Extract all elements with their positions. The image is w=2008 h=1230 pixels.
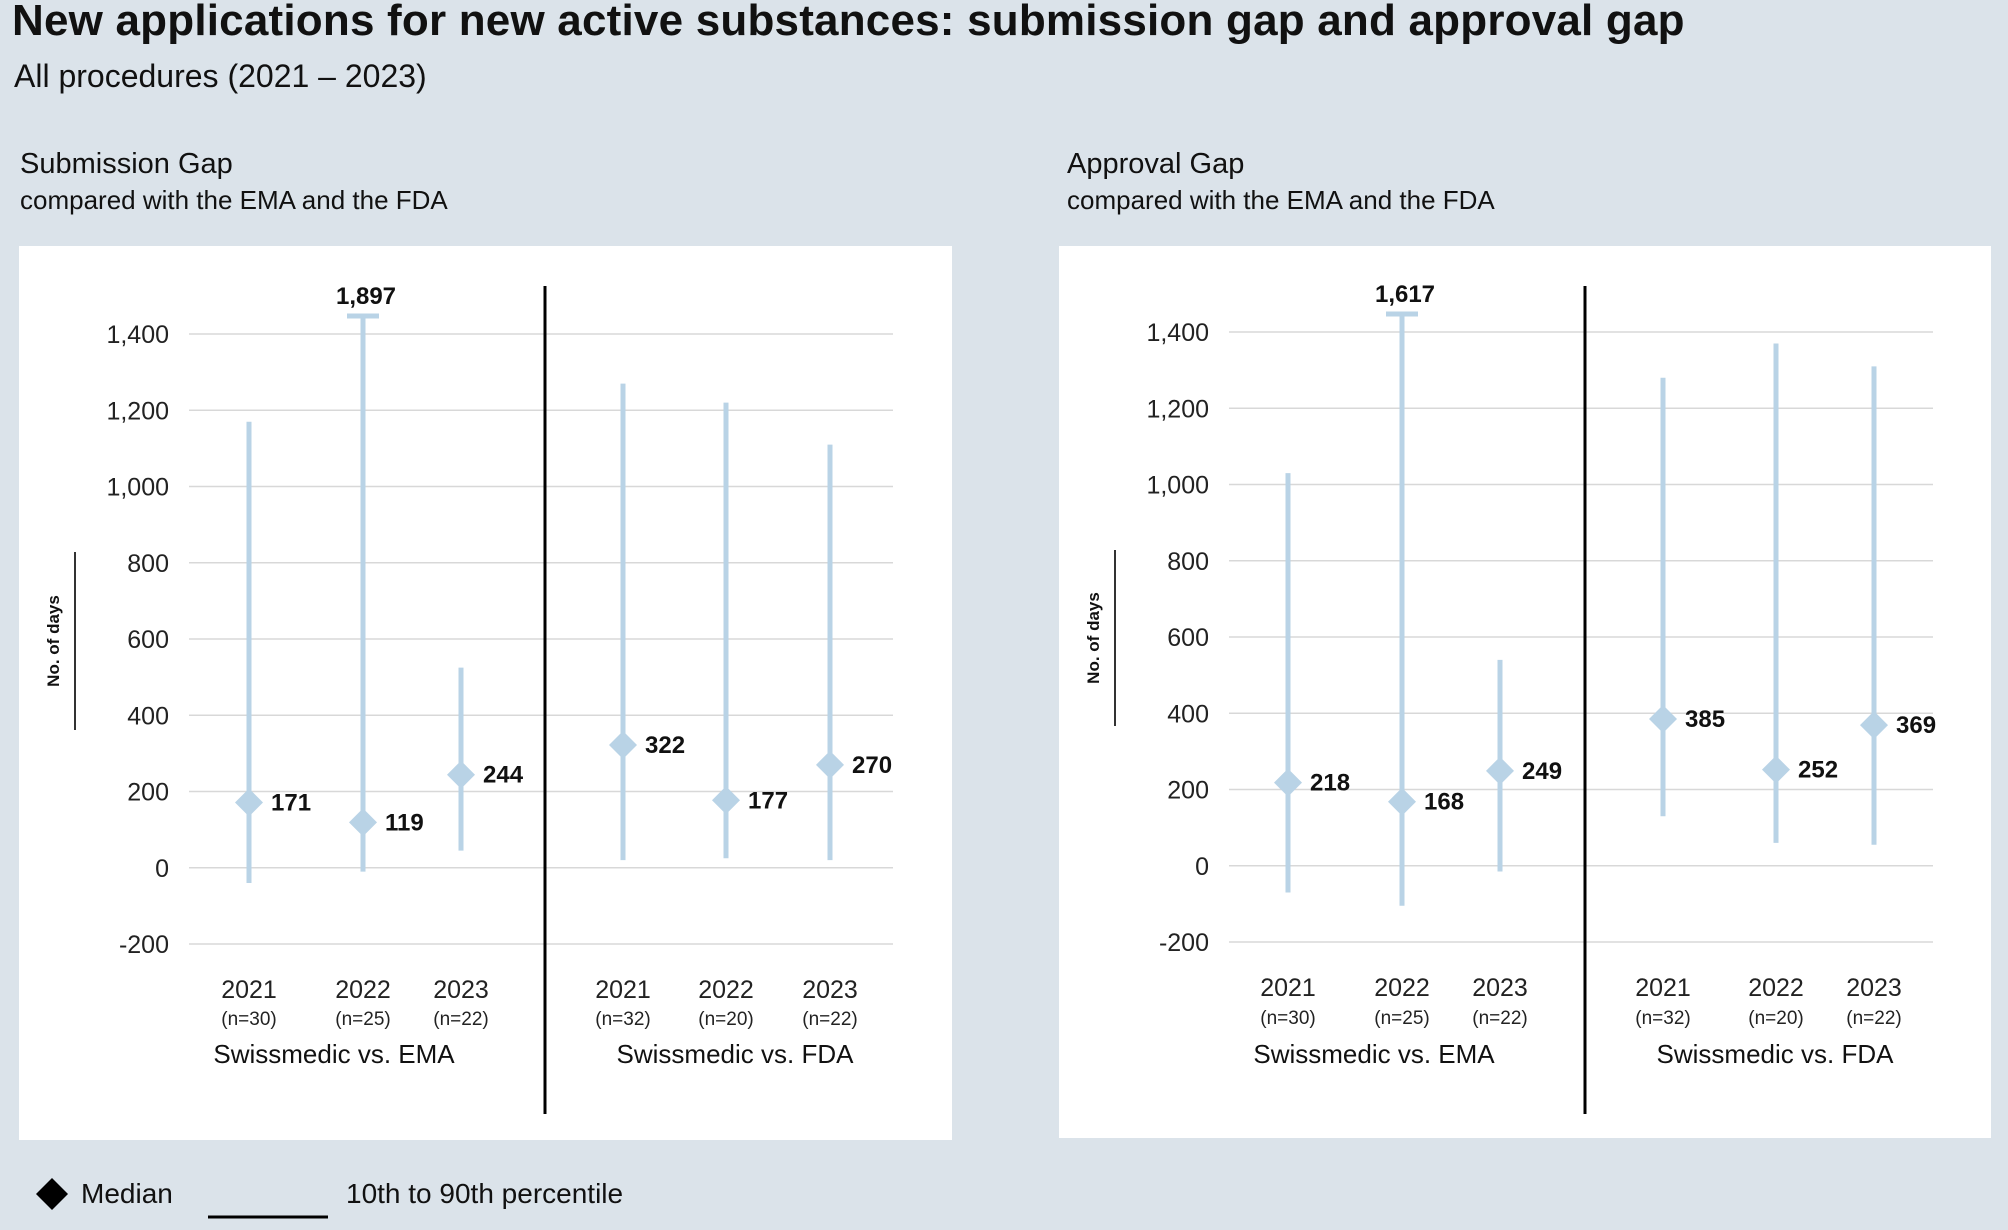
y-tick-label: 1,200 [1146, 395, 1209, 423]
median-marker [235, 788, 263, 817]
x-year-label: 2021 [1635, 974, 1691, 1002]
submission-gap-plot: -200 0 200 400 600 800 1,000 1,200 1,400 No. of d… [44, 283, 893, 1114]
median-marker [712, 786, 740, 815]
y-tick-label: 400 [1167, 700, 1209, 728]
x-year-label: 2023 [1846, 974, 1902, 1002]
median-marker [349, 808, 377, 837]
x-sample-size-label: (n=20) [1748, 1008, 1803, 1029]
submission-gap-title: Submission Gap [20, 148, 233, 180]
median-value-label: 244 [483, 762, 524, 789]
median-marker [1274, 768, 1302, 797]
approval-gap-chart: -200 0 200 400 600 800 1,000 1,200 1,400 No. of d… [1059, 246, 1991, 1138]
y-tick-label: 1,000 [106, 474, 169, 502]
approval-gap-title: Approval Gap [1067, 148, 1245, 180]
median-marker [1486, 756, 1514, 785]
median-value-label: 171 [271, 790, 311, 817]
median-value-label: 270 [852, 752, 892, 779]
x-sample-size-label: (n=30) [1260, 1008, 1315, 1029]
y-tick-label: -200 [119, 931, 169, 959]
x-year-label: 2022 [698, 976, 754, 1004]
y-tick-label: 600 [1167, 624, 1209, 652]
x-year-label: 2023 [802, 976, 858, 1004]
median-marker [447, 760, 475, 789]
median-value-label: 385 [1685, 706, 1725, 733]
median-marker [609, 730, 637, 759]
y-tick-label: 1,400 [1146, 319, 1209, 347]
approval-gap-heading: Approval Gap compared with the EMA and t… [1067, 148, 1495, 216]
x-sample-size-label: (n=30) [221, 1009, 276, 1030]
y-tick-label: 200 [127, 779, 169, 807]
x-sample-size-label: (n=20) [698, 1009, 753, 1030]
x-sample-size-label: (n=25) [335, 1009, 390, 1030]
median-marker [1649, 704, 1677, 733]
median-value-label: 119 [385, 809, 424, 836]
page-subtitle: All procedures (2021 – 2023) [14, 58, 427, 94]
x-year-label: 2023 [433, 976, 489, 1004]
x-sample-size-label: (n=22) [802, 1009, 857, 1030]
submission-gap-heading: Submission Gap compared with the EMA and… [20, 148, 448, 216]
y-tick-label: 1,200 [106, 397, 169, 425]
median-value-label: 369 [1896, 712, 1936, 739]
group-label: Swissmedic vs. FDA [1657, 1039, 1895, 1069]
submission-gap-chart: -200 0 200 400 600 800 1,000 1,200 1,400 No. of d… [19, 246, 952, 1140]
median-legend-label: Median [81, 1178, 173, 1209]
median-value-label: 218 [1310, 770, 1350, 797]
group-label: Swissmedic vs. FDA [617, 1039, 855, 1069]
y-tick-label: 1,000 [1146, 472, 1209, 500]
x-sample-size-label: (n=25) [1374, 1008, 1429, 1029]
x-sample-size-label: (n=22) [1846, 1008, 1901, 1029]
median-value-label: 249 [1522, 758, 1562, 785]
y-tick-label: 400 [127, 702, 169, 730]
x-sample-size-label: (n=22) [1472, 1008, 1527, 1029]
median-legend-icon [34, 1176, 70, 1219]
submission-gap-subtitle: compared with the EMA and the FDA [20, 185, 448, 215]
page-title: New applications for new active substanc… [12, 0, 1685, 45]
x-year-label: 2023 [1472, 974, 1528, 1002]
x-year-label: 2021 [221, 976, 277, 1004]
x-year-label: 2021 [595, 976, 651, 1004]
y-tick-label: 1,400 [106, 321, 169, 349]
x-year-label: 2022 [1748, 974, 1804, 1002]
x-sample-size-label: (n=32) [595, 1009, 650, 1030]
p90-value-label: 1,617 [1375, 281, 1435, 308]
x-sample-size-label: (n=22) [433, 1009, 488, 1030]
approval-gap-subtitle: compared with the EMA and the FDA [1067, 185, 1495, 215]
median-value-label: 177 [748, 787, 788, 814]
median-value-label: 168 [1424, 789, 1464, 816]
y-tick-label: 0 [155, 855, 169, 883]
group-label: Swissmedic vs. EMA [213, 1039, 455, 1069]
y-tick-label: -200 [1159, 929, 1209, 957]
median-value-label: 252 [1798, 757, 1838, 784]
y-tick-label: 200 [1167, 777, 1209, 805]
median-marker [1762, 755, 1790, 784]
y-tick-label: 800 [127, 550, 169, 578]
median-marker [1388, 787, 1416, 816]
x-year-label: 2021 [1260, 974, 1316, 1002]
median-value-label: 322 [645, 732, 685, 759]
range-legend-label: 10th to 90th percentile [346, 1178, 624, 1209]
y-axis-label: No. of days [44, 595, 63, 687]
x-sample-size-label: (n=32) [1635, 1008, 1690, 1029]
median-marker [1860, 711, 1888, 740]
range-legend-icon [208, 1194, 328, 1226]
y-axis-label: No. of days [1084, 592, 1103, 684]
median-marker [816, 750, 844, 779]
x-year-label: 2022 [335, 976, 391, 1004]
p90-value-label: 1,897 [336, 283, 396, 310]
y-tick-label: 0 [1195, 853, 1209, 881]
group-label: Swissmedic vs. EMA [1253, 1039, 1495, 1069]
approval-gap-plot: -200 0 200 400 600 800 1,000 1,200 1,400 No. of d… [1084, 281, 1936, 1114]
y-tick-label: 800 [1167, 548, 1209, 576]
y-tick-label: 600 [127, 626, 169, 654]
x-year-label: 2022 [1374, 974, 1430, 1002]
